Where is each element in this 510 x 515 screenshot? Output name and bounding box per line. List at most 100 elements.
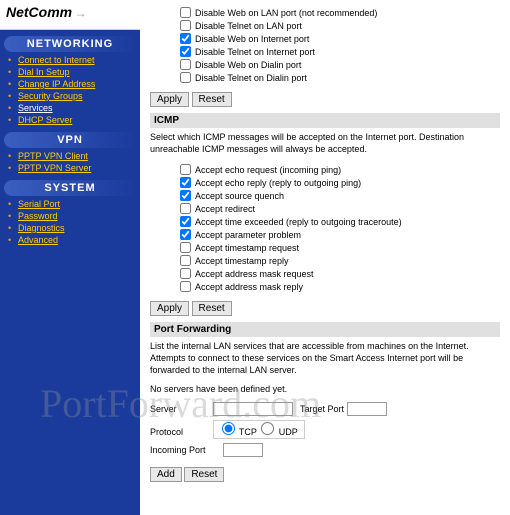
sidebar-link[interactable]: Password (18, 211, 58, 221)
sidebar-item[interactable]: Advanced (0, 234, 140, 246)
checkbox[interactable] (180, 216, 191, 227)
checkbox[interactable] (180, 190, 191, 201)
sidebar-item[interactable]: Security Groups (0, 90, 140, 102)
sidebar-link[interactable]: Advanced (18, 235, 58, 245)
check-row: Disable Telnet on Dialin port (150, 71, 500, 84)
add-button[interactable]: Add (150, 467, 182, 482)
nav-networking: NETWORKING Connect to Internet Dial In Se… (0, 36, 140, 126)
apply-button-2[interactable]: Apply (150, 301, 189, 316)
protocol-label: Protocol (150, 427, 210, 437)
reset-button[interactable]: Reset (192, 92, 232, 107)
apply-button[interactable]: Apply (150, 92, 189, 107)
icmp-description: Select which ICMP messages will be accep… (150, 132, 500, 155)
checkbox[interactable] (180, 33, 191, 44)
nav-header-vpn: VPN (4, 132, 136, 148)
logo-arrow-icon: → (75, 6, 87, 20)
sidebar-item[interactable]: PPTP VPN Client (0, 150, 140, 162)
icmp-header: ICMP (150, 113, 500, 128)
sidebar-item[interactable]: Change IP Address (0, 78, 140, 90)
tcp-radio[interactable] (222, 422, 235, 435)
checkbox-label: Disable Web on LAN port (not recommended… (195, 8, 377, 18)
server-input[interactable] (213, 402, 293, 416)
nav-header-system: SYSTEM (4, 180, 136, 196)
sidebar-link[interactable]: PPTP VPN Client (18, 151, 88, 161)
sidebar-item[interactable]: Serial Port (0, 198, 140, 210)
udp-radio[interactable] (261, 422, 274, 435)
sidebar-link[interactable]: Serial Port (18, 199, 60, 209)
checkbox-label: Disable Web on Dialin port (195, 60, 301, 70)
checkbox-label: Disable Web on Internet port (195, 34, 309, 44)
checkbox-label: Disable Telnet on Dialin port (195, 73, 307, 83)
checkbox[interactable] (180, 177, 191, 188)
checkbox[interactable] (180, 255, 191, 266)
sidebar-link[interactable]: PPTP VPN Server (18, 163, 91, 173)
check-row: Accept address mask reply (150, 280, 500, 293)
sidebar-item[interactable]: PPTP VPN Server (0, 162, 140, 174)
checkbox[interactable] (180, 268, 191, 279)
server-label: Server (150, 404, 210, 414)
check-row: Accept redirect (150, 202, 500, 215)
sidebar-link[interactable]: Security Groups (18, 91, 83, 101)
checkbox[interactable] (180, 59, 191, 70)
portfwd-header: Port Forwarding (150, 322, 500, 337)
tcp-label: TCP (239, 427, 257, 437)
incoming-input[interactable] (223, 443, 263, 457)
checkbox[interactable] (180, 7, 191, 18)
sidebar-item[interactable]: Diagnostics (0, 222, 140, 234)
check-row: Accept parameter problem (150, 228, 500, 241)
check-row: Disable Web on LAN port (not recommended… (150, 6, 500, 19)
check-row: Accept echo request (incoming ping) (150, 163, 500, 176)
sidebar-item[interactable]: Password (0, 210, 140, 222)
sidebar-link[interactable]: DHCP Server (18, 115, 72, 125)
sidebar: NetComm → NETWORKING Connect to Internet… (0, 0, 140, 515)
button-row-1: Apply Reset (150, 92, 500, 107)
checkbox[interactable] (180, 164, 191, 175)
sidebar-item[interactable]: Connect to Internet (0, 54, 140, 66)
check-row: Accept echo reply (reply to outgoing pin… (150, 176, 500, 189)
targetport-label: Target Port (300, 404, 344, 414)
checkbox[interactable] (180, 46, 191, 57)
sidebar-item[interactable]: DHCP Server (0, 114, 140, 126)
portfwd-description: List the internal LAN services that are … (150, 341, 500, 376)
checkbox[interactable] (180, 281, 191, 292)
sidebar-link[interactable]: Diagnostics (18, 223, 65, 233)
checkbox-label: Accept address mask request (195, 269, 314, 279)
check-row: Accept time exceeded (reply to outgoing … (150, 215, 500, 228)
sidebar-link[interactable]: Connect to Internet (18, 55, 95, 65)
sidebar-link[interactable]: Dial In Setup (18, 67, 70, 77)
checkbox-label: Accept redirect (195, 204, 255, 214)
checkbox-label: Accept address mask reply (195, 282, 303, 292)
targetport-input[interactable] (347, 402, 387, 416)
main-content: Disable Web on LAN port (not recommended… (140, 0, 510, 515)
check-row: Disable Telnet on Internet port (150, 45, 500, 58)
sidebar-item[interactable]: Dial In Setup (0, 66, 140, 78)
check-row: Accept address mask request (150, 267, 500, 280)
incoming-label: Incoming Port (150, 445, 220, 455)
checkbox[interactable] (180, 203, 191, 214)
sidebar-link[interactable]: Services (18, 103, 53, 113)
checkbox-label: Accept echo request (incoming ping) (195, 165, 341, 175)
nav-header-networking: NETWORKING (4, 36, 136, 52)
sidebar-item[interactable]: Services (0, 102, 140, 114)
reset-button-2[interactable]: Reset (192, 301, 232, 316)
udp-label: UDP (279, 427, 298, 437)
checkbox-label: Accept timestamp reply (195, 256, 289, 266)
checkbox-label: Disable Telnet on Internet port (195, 47, 315, 57)
button-row-3: Add Reset (150, 467, 500, 482)
check-row: Accept source quench (150, 189, 500, 202)
button-row-2: Apply Reset (150, 301, 500, 316)
checkbox-label: Disable Telnet on LAN port (195, 21, 302, 31)
reset-button-3[interactable]: Reset (184, 467, 224, 482)
check-row: Accept timestamp request (150, 241, 500, 254)
sidebar-link[interactable]: Change IP Address (18, 79, 95, 89)
check-row: Disable Telnet on LAN port (150, 19, 500, 32)
checkbox-label: Accept time exceeded (reply to outgoing … (195, 217, 402, 227)
logo-text: NetComm (6, 4, 72, 20)
checkbox[interactable] (180, 229, 191, 240)
checkbox-label: Accept echo reply (reply to outgoing pin… (195, 178, 361, 188)
check-row: Disable Web on Internet port (150, 32, 500, 45)
checkbox[interactable] (180, 242, 191, 253)
checkbox-label: Accept parameter problem (195, 230, 301, 240)
checkbox[interactable] (180, 72, 191, 83)
checkbox[interactable] (180, 20, 191, 31)
